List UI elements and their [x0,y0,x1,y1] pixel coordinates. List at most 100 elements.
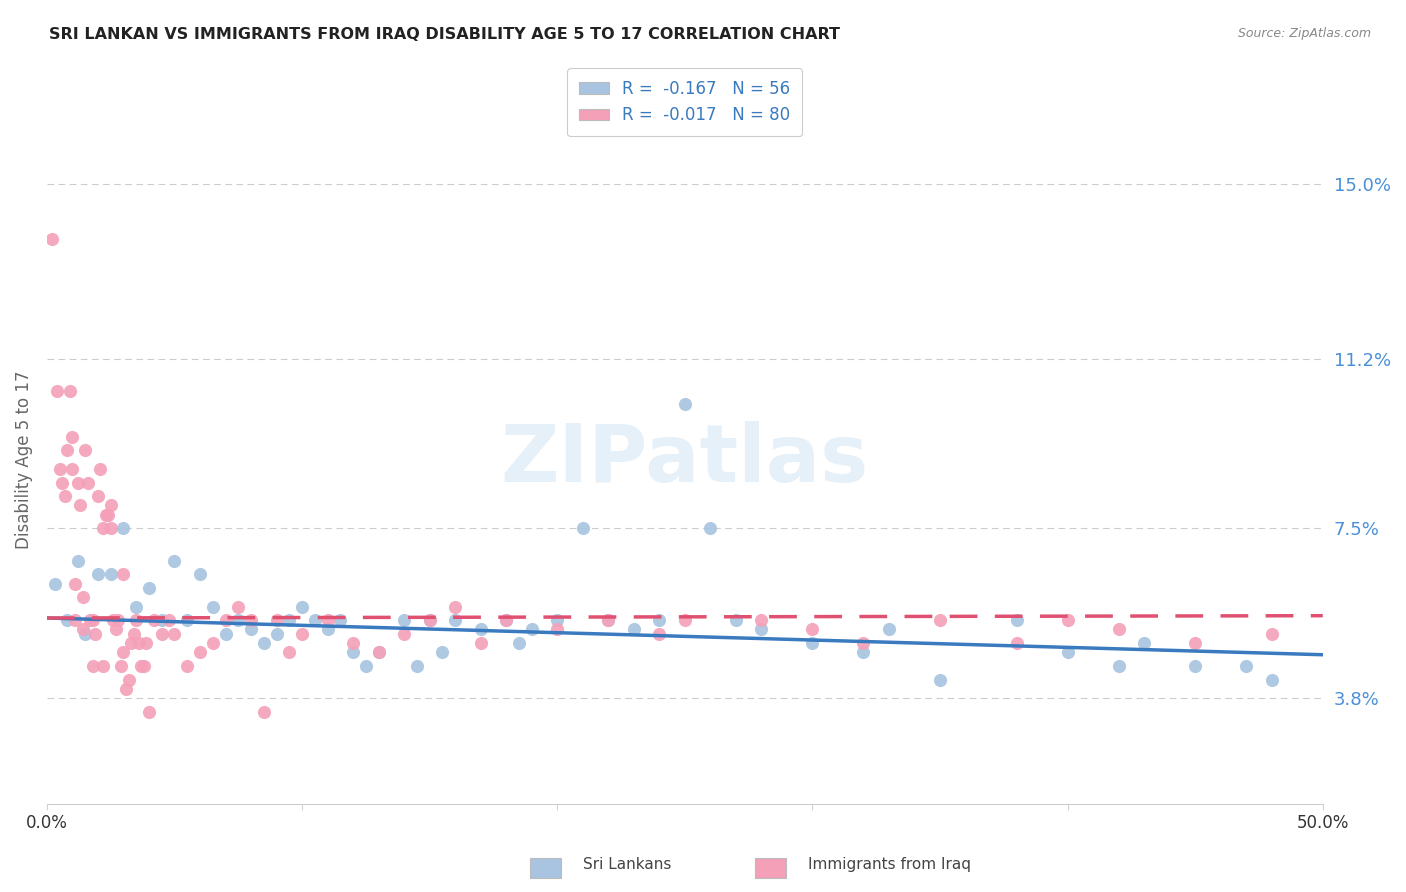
Point [419,613,441,627]
Point [117,673,139,687]
Point [132,659,155,673]
Point [107,613,129,627]
Point [188,645,211,659]
Point [877,623,900,637]
Point [1108,659,1130,673]
Point [852,645,875,659]
Point [56,443,79,458]
Point [444,599,467,614]
Point [367,645,389,659]
Point [56,613,79,627]
Point [63,576,86,591]
Point [112,521,135,535]
Point [266,627,288,641]
Point [60,461,83,475]
Point [163,627,186,641]
Point [176,659,198,673]
Point [89,461,111,475]
Point [598,613,620,627]
Point [253,636,276,650]
Point [419,613,441,627]
Point [112,645,135,659]
Point [75,443,97,458]
Point [598,613,620,627]
Point [138,705,160,719]
Point [82,659,104,673]
Point [929,673,952,687]
Y-axis label: Disability Age 5 to 17: Disability Age 5 to 17 [15,370,32,549]
Point [110,659,132,673]
Point [143,613,166,627]
Point [1005,613,1028,627]
Point [392,627,415,641]
Point [63,613,86,627]
Point [1108,623,1130,637]
Point [1184,659,1206,673]
Point [1261,627,1284,641]
Point [751,613,773,627]
Point [122,627,145,641]
Point [125,613,148,627]
Point [150,627,173,641]
Point [66,553,89,567]
Point [546,613,568,627]
Point [226,613,249,627]
Point [240,613,263,627]
Point [112,567,135,582]
Point [495,613,517,627]
Point [59,384,82,398]
Point [128,636,150,650]
Point [91,659,114,673]
Point [432,645,454,659]
Point [87,489,110,503]
Point [623,623,645,637]
Point [266,613,288,627]
Point [157,613,180,627]
Point [226,599,249,614]
Point [120,636,142,650]
Point [278,613,301,627]
Point [546,623,568,637]
Text: Immigrants from Iraq: Immigrants from Iraq [808,857,972,872]
Point [367,645,389,659]
Legend: R =  -0.167   N = 56, R =  -0.017   N = 80: R = -0.167 N = 56, R = -0.017 N = 80 [568,69,803,136]
Point [240,623,263,637]
Point [648,627,671,641]
Point [342,645,364,659]
Point [852,636,875,650]
Point [648,613,671,627]
Point [304,613,326,627]
Point [929,613,952,627]
Point [201,636,224,650]
Point [135,636,157,650]
Point [150,613,173,627]
Point [253,705,276,719]
Point [91,521,114,535]
Point [53,489,76,503]
Point [76,475,98,490]
Point [131,659,153,673]
Point [72,591,94,605]
Point [125,599,148,614]
Point [214,613,236,627]
Point [46,384,69,398]
Point [1056,645,1078,659]
Point [41,232,63,246]
Point [48,461,70,475]
Point [100,499,122,513]
Point [94,508,117,522]
Point [1234,659,1257,673]
Point [104,623,127,637]
Point [69,499,91,513]
Point [571,521,593,535]
Point [82,613,104,627]
Point [214,627,236,641]
Point [278,645,301,659]
Text: Sri Lankans: Sri Lankans [583,857,672,872]
Point [103,613,125,627]
Text: SRI LANKAN VS IMMIGRANTS FROM IRAQ DISABILITY AGE 5 TO 17 CORRELATION CHART: SRI LANKAN VS IMMIGRANTS FROM IRAQ DISAB… [49,27,841,42]
Point [79,613,101,627]
Point [329,613,352,627]
Point [291,627,314,641]
Point [470,623,492,637]
